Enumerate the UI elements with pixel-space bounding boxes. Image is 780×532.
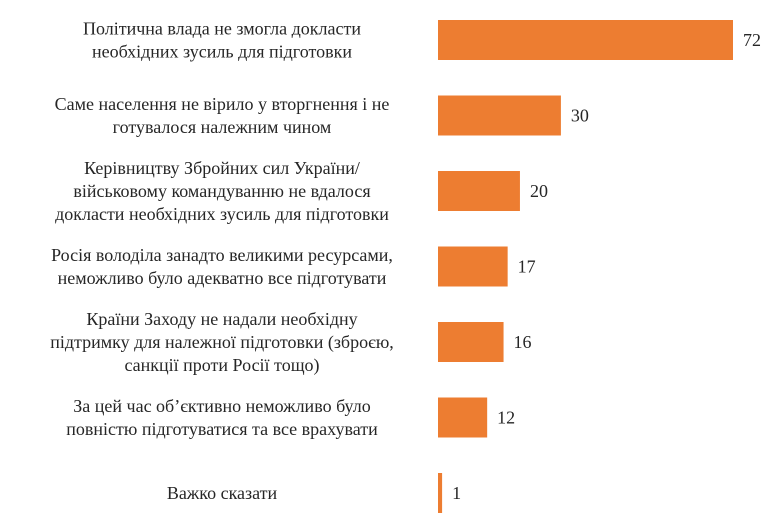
bar-5 bbox=[438, 397, 488, 438]
category-label-line: неможливо було адекватно все підготувати bbox=[58, 268, 387, 288]
category-label-line: Країни Заходу не надали необхідну bbox=[86, 309, 357, 329]
value-label-6: 1 bbox=[452, 483, 461, 503]
category-label-line: санкції проти Росії тощо) bbox=[124, 355, 319, 376]
value-label-5: 12 bbox=[497, 408, 515, 428]
category-label-0: Політична влада не змогла докласти необхі… bbox=[83, 19, 361, 62]
category-label-line: підтримку для належної підготовки (зброє… bbox=[50, 332, 394, 353]
category-label-line: Керівництву Збройних сил України/ bbox=[84, 158, 360, 178]
category-label-line: Політична влада не змогла докласти bbox=[83, 19, 361, 39]
bar-1 bbox=[438, 95, 561, 136]
category-label-6: Важко сказати bbox=[167, 483, 278, 503]
category-label-line: готувалося належним чином bbox=[113, 117, 332, 137]
category-label-line: військовому командуванню не вдалося bbox=[73, 181, 370, 201]
bar-2 bbox=[438, 171, 520, 211]
value-label-4: 16 bbox=[514, 332, 532, 352]
value-label-2: 20 bbox=[530, 181, 548, 201]
category-label-5: За цей час об’єктивно неможливо було повн… bbox=[66, 396, 378, 439]
category-label-line: Важко сказати bbox=[167, 483, 278, 503]
category-label-2: Керівництву Збройних сил України/військо… bbox=[55, 158, 389, 224]
category-label-line: Саме населення не вірило у вторгнення і … bbox=[55, 94, 390, 114]
value-label-1: 30 bbox=[571, 106, 589, 126]
category-label-4: Країни Заходу не надали необхідну підтрим… bbox=[50, 309, 394, 376]
bar-3 bbox=[438, 246, 508, 287]
category-label-line: докласти необхідних зусиль для підготовк… bbox=[55, 204, 389, 224]
category-label-line: повністю підготуватися та все врахувати bbox=[66, 419, 378, 439]
bar-0 bbox=[438, 20, 733, 60]
category-label-line: необхідних зусиль для підготовки bbox=[92, 42, 352, 62]
value-label-3: 17 bbox=[518, 257, 536, 277]
category-label-1: Саме населення не вірило у вторгнення і … bbox=[55, 94, 390, 137]
bar-6 bbox=[438, 473, 443, 513]
category-label-line: Росія володіла занадто великими ресурсам… bbox=[51, 245, 393, 265]
value-label-0: 72 bbox=[743, 30, 761, 50]
category-label-3: Росія володіла занадто великими ресурсам… bbox=[51, 245, 393, 288]
bar-4 bbox=[438, 322, 504, 362]
category-label-line: За цей час об’єктивно неможливо було bbox=[73, 396, 370, 416]
